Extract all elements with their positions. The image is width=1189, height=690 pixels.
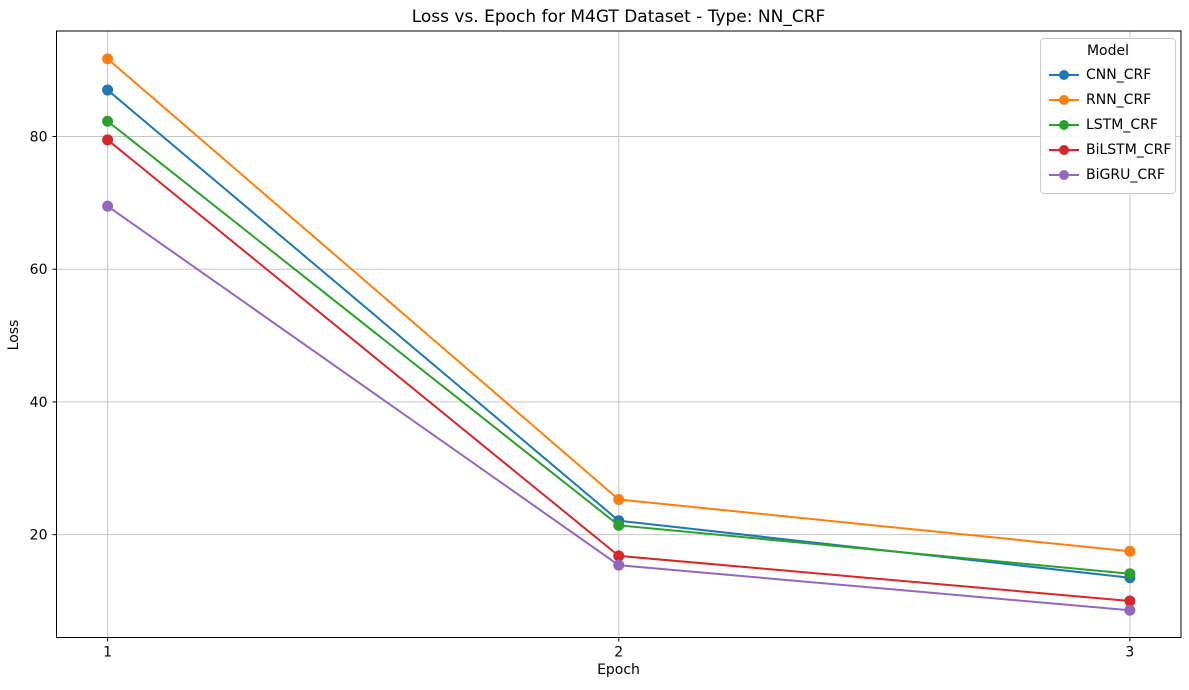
legend-marker-icon <box>1059 94 1069 105</box>
x-tick-label: 1 <box>103 645 112 661</box>
data-point-BiGRU_CRF <box>613 559 625 571</box>
legend-item-label: BiGRU_CRF <box>1086 166 1165 183</box>
data-point-RNN_CRF <box>613 493 625 505</box>
y-tick-label: 80 <box>30 130 48 146</box>
legend-marker-icon <box>1059 169 1069 180</box>
data-point-CNN_CRF <box>102 84 114 96</box>
x-axis-label: Epoch <box>597 662 640 678</box>
legend-swatch-icon <box>1049 119 1079 131</box>
legend-items: CNN_CRF RNN_CRF LSTM_CRF BiLSTM_CRF BiGRU_CR… <box>1049 62 1171 187</box>
data-point-BiLSTM_CRF <box>102 134 114 146</box>
legend-item-CNN_CRF: CNN_CRF <box>1049 62 1167 87</box>
legend-item-BiGRU_CRF: BiGRU_CRF <box>1049 162 1167 187</box>
legend-item-LSTM_CRF: LSTM_CRF <box>1049 112 1167 137</box>
legend: Model CNN_CRF RNN_CRF LSTM_CRF BiLSTM_CRF Bi… <box>1040 38 1176 194</box>
data-point-LSTM_CRF <box>1124 568 1136 580</box>
data-point-BiGRU_CRF <box>1124 604 1136 616</box>
data-point-RNN_CRF <box>1124 545 1136 557</box>
y-tick-label: 40 <box>30 395 48 411</box>
chart-title: Loss vs. Epoch for M4GT Dataset - Type: … <box>411 7 826 27</box>
x-tick-label: 2 <box>614 645 623 661</box>
legend-swatch-icon <box>1049 94 1079 106</box>
data-point-RNN_CRF <box>102 53 114 65</box>
data-point-BiLSTM_CRF <box>613 550 625 562</box>
legend-item-RNN_CRF: RNN_CRF <box>1049 87 1167 112</box>
data-point-LSTM_CRF <box>613 519 625 531</box>
legend-title: Model <box>1086 43 1130 59</box>
data-point-BiLSTM_CRF <box>1124 595 1136 607</box>
legend-item-label: BiLSTM_CRF <box>1086 141 1172 158</box>
legend-swatch-icon <box>1049 144 1079 156</box>
legend-item-label: RNN_CRF <box>1086 91 1152 108</box>
legend-item-BiLSTM_CRF: BiLSTM_CRF <box>1049 137 1171 162</box>
legend-marker-icon <box>1059 119 1069 130</box>
y-axis-label: Loss <box>6 319 22 351</box>
y-tick-label: 60 <box>30 262 48 278</box>
legend-marker-icon <box>1059 69 1069 80</box>
x-tick-label: 3 <box>1125 645 1134 661</box>
legend-swatch-icon <box>1049 169 1079 181</box>
data-point-LSTM_CRF <box>102 115 114 127</box>
y-tick-label: 20 <box>30 528 48 544</box>
legend-marker-icon <box>1059 144 1069 155</box>
legend-item-label: CNN_CRF <box>1086 66 1152 83</box>
legend-item-label: LSTM_CRF <box>1086 116 1158 133</box>
legend-swatch-icon <box>1049 69 1079 81</box>
data-point-BiGRU_CRF <box>102 200 114 212</box>
